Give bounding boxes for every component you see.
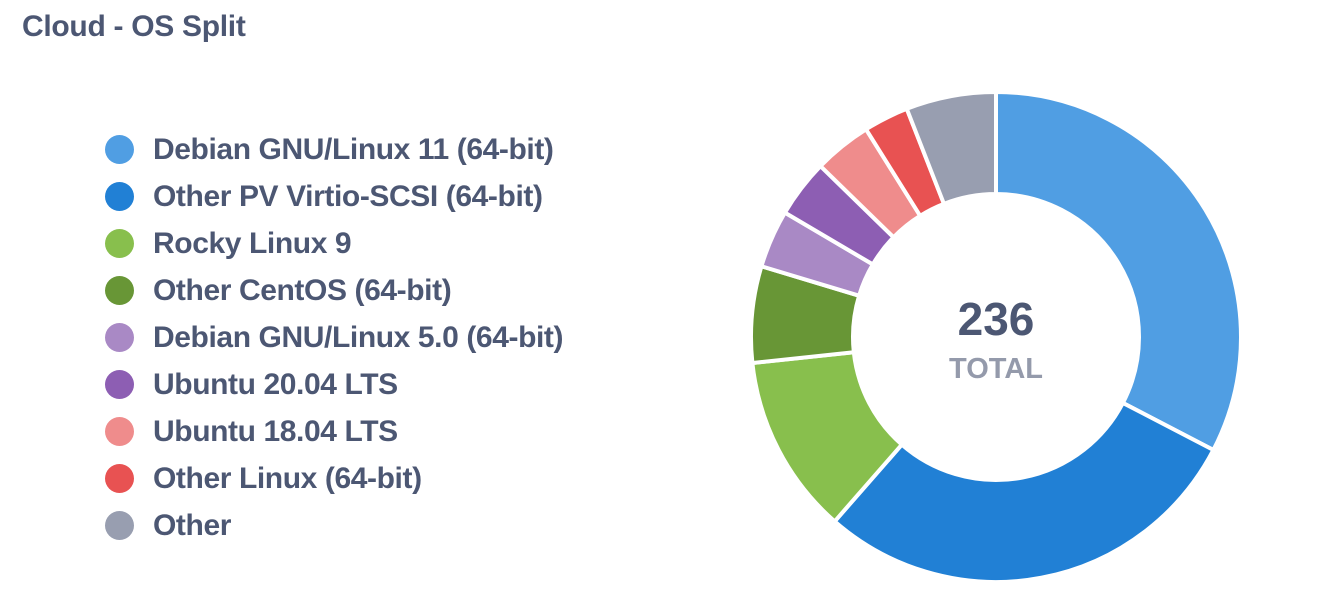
legend-label: Debian GNU/Linux 5.0 (64-bit)	[153, 320, 564, 354]
legend-label: Other CentOS (64-bit)	[153, 273, 452, 307]
legend-label: Other	[153, 508, 232, 542]
total-value: 236	[958, 293, 1035, 345]
legend-item[interactable]: Debian GNU/Linux 5.0 (64-bit)	[105, 314, 564, 361]
legend-label: Other PV Virtio-SCSI (64-bit)	[153, 179, 543, 213]
legend-item[interactable]: Other CentOS (64-bit)	[105, 267, 563, 314]
legend-item[interactable]: Other PV Virtio-SCSI (64-bit)	[105, 173, 563, 220]
legend-color-dot	[105, 323, 134, 352]
total-label: TOTAL	[949, 353, 1043, 385]
donut-slice[interactable]	[904, 89, 998, 207]
donut-slices	[749, 89, 1243, 584]
legend-item[interactable]: Ubuntu 18.04 LTS	[105, 408, 563, 455]
legend-label: Debian GNU/Linux 11 (64-bit)	[153, 132, 554, 166]
legend-item[interactable]: Other	[105, 502, 563, 549]
legend-color-dot	[105, 370, 134, 399]
legend-label: Ubuntu 18.04 LTS	[153, 414, 398, 448]
legend-label: Rocky Linux 9	[153, 226, 352, 260]
legend-color-dot	[105, 229, 134, 258]
donut-slice[interactable]	[994, 89, 1243, 453]
legend-color-dot	[105, 276, 134, 305]
legend-label: Ubuntu 20.04 LTS	[153, 367, 398, 401]
legend-color-dot	[105, 182, 134, 211]
donut-slice[interactable]	[831, 400, 1217, 584]
legend-label: Other Linux (64-bit)	[153, 461, 422, 495]
legend-item[interactable]: Rocky Linux 9	[105, 220, 563, 267]
legend-color-dot	[105, 511, 134, 540]
legend-color-dot	[105, 135, 134, 164]
legend-item[interactable]: Ubuntu 20.04 LTS	[105, 361, 563, 408]
legend-color-dot	[105, 417, 134, 446]
card-title: Cloud - OS Split	[22, 10, 246, 43]
chart-legend: Debian GNU/Linux 11 (64-bit) Other PV Vir…	[105, 126, 564, 549]
legend-item[interactable]: Debian GNU/Linux 11 (64-bit)	[105, 126, 563, 173]
legend-color-dot	[105, 464, 134, 493]
legend-item[interactable]: Other Linux (64-bit)	[105, 455, 563, 502]
